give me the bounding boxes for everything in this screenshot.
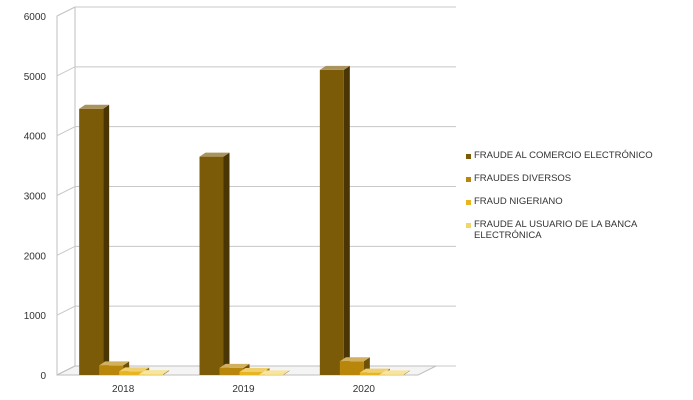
x-tick-label: 2020	[353, 384, 376, 395]
gridline	[56, 186, 456, 196]
legend: FRAUDE AL COMERCIO ELECTRÓNICO FRAUDES DI…	[466, 150, 693, 253]
gridline	[56, 66, 456, 77]
bar-top	[359, 368, 390, 373]
legend-label: FRAUD NIGERIANO	[474, 196, 563, 207]
legend-swatch	[466, 200, 471, 205]
y-tick-label: 6000	[24, 12, 47, 23]
y-tick-label: 4000	[24, 132, 47, 143]
gridline	[56, 245, 456, 256]
bar	[359, 372, 384, 375]
y-tick-label: 0	[40, 371, 46, 382]
bar-side	[343, 65, 350, 375]
bar	[99, 365, 124, 375]
bar-top	[79, 104, 110, 109]
bar-top	[99, 361, 130, 366]
bar	[379, 374, 404, 375]
legend-item: FRAUDE AL COMERCIO ELECTRÓNICO	[466, 150, 693, 161]
legend-label: FRAUDE AL USUARIO DE LA BANCA ELECTRÓNIC…	[474, 219, 637, 241]
legend-item: FRAUD NIGERIANO	[466, 196, 693, 207]
bar-side	[283, 370, 290, 375]
gridline	[56, 126, 456, 137]
y-tick-label: 5000	[24, 72, 47, 83]
bar-top	[219, 363, 250, 368]
legend-label: FRAUDES DIVERSOS	[474, 173, 572, 184]
bar	[339, 361, 364, 375]
bar	[319, 69, 344, 375]
bar	[139, 374, 164, 375]
bar	[119, 371, 144, 375]
bar	[79, 108, 104, 375]
bar-side	[103, 104, 110, 375]
bar-side	[163, 370, 170, 375]
legend-swatch	[466, 177, 471, 182]
bar-top	[199, 152, 230, 157]
bar	[239, 372, 264, 375]
x-tick-label: 2018	[112, 384, 135, 395]
bar-top	[259, 370, 290, 375]
bar-side	[223, 152, 230, 375]
x-tick-label: 2019	[232, 384, 255, 395]
bar-top	[319, 65, 350, 70]
bar-top	[119, 367, 150, 372]
bar-top	[339, 357, 370, 362]
y-tick-label: 2000	[24, 251, 47, 262]
y-tick-label: 1000	[24, 311, 47, 322]
legend-swatch	[466, 223, 471, 228]
bar-top	[379, 370, 410, 375]
y-tick-label: 3000	[24, 192, 47, 203]
bar	[199, 156, 224, 375]
legend-item: FRAUDE AL USUARIO DE LA BANCA ELECTRÓNIC…	[466, 219, 693, 241]
legend-swatch	[466, 154, 471, 159]
bar	[259, 374, 284, 375]
bar-top	[139, 370, 170, 375]
gridline	[56, 6, 456, 17]
bar-side	[403, 370, 410, 375]
legend-item: FRAUDES DIVERSOS	[466, 173, 693, 184]
gridline	[56, 305, 456, 316]
bar-top	[239, 368, 270, 373]
bar	[219, 367, 244, 375]
legend-label: FRAUDE AL COMERCIO ELECTRÓNICO	[474, 150, 653, 161]
